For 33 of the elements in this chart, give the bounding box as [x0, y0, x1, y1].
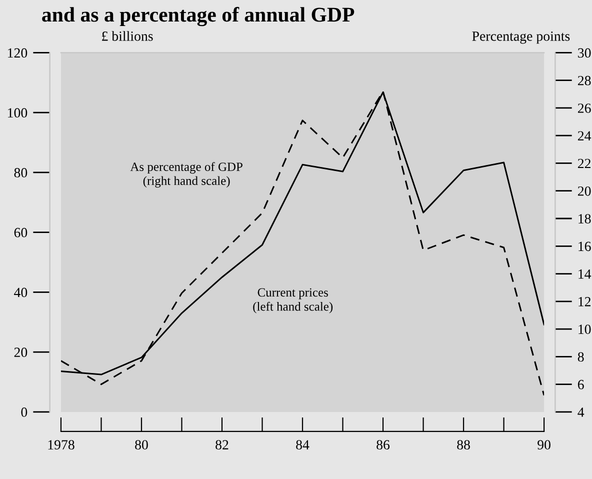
text: Current prices (left hand scale): [253, 288, 333, 314]
y2-tick-label: 28: [578, 76, 591, 86]
y2-tick-label: 10: [578, 324, 591, 334]
y-tick-label: 100: [8, 108, 28, 118]
y-tick-label: 0: [21, 408, 28, 417]
x-tick-label: 80: [135, 440, 148, 450]
y-tick-label: 80: [14, 168, 28, 178]
y2-axis-title: Percentage points: [472, 32, 570, 44]
y2-tick-label: 24: [578, 131, 592, 140]
x-tick-label: 84: [296, 440, 310, 450]
x-tick-label: 88: [457, 440, 470, 450]
y2-tick-label: 14: [578, 269, 592, 279]
y2-tick-label: 16: [578, 242, 591, 252]
y2-tick-label: 6: [578, 380, 584, 390]
y-tick-label: 60: [14, 228, 28, 238]
x-tick-label: 1978: [48, 440, 74, 450]
y2-tick-label: 22: [578, 158, 591, 168]
y2-tick-label: 4: [578, 408, 584, 417]
y2-tick-label: 20: [578, 186, 591, 196]
x-tick-label: 86: [376, 440, 390, 450]
y-tick-label: 20: [14, 348, 28, 358]
x-tick-label: 90: [538, 440, 550, 450]
y2-tick-label: 8: [578, 352, 584, 362]
y2-tick-label: 12: [578, 297, 591, 306]
y2-tick-label: 30: [578, 48, 591, 58]
x-tick-label: 82: [216, 440, 228, 450]
chart-title: and as a percentage of annual GDP: [42, 6, 354, 26]
y2-tick-label: 18: [578, 214, 591, 224]
text: As percentage of GDP (right hand scale): [130, 162, 242, 188]
y2-tick-label: 26: [578, 104, 591, 113]
y-axis-title: £ billions: [102, 31, 153, 41]
y-tick-label: 40: [14, 288, 28, 298]
y-tick-label: 120: [8, 48, 28, 58]
